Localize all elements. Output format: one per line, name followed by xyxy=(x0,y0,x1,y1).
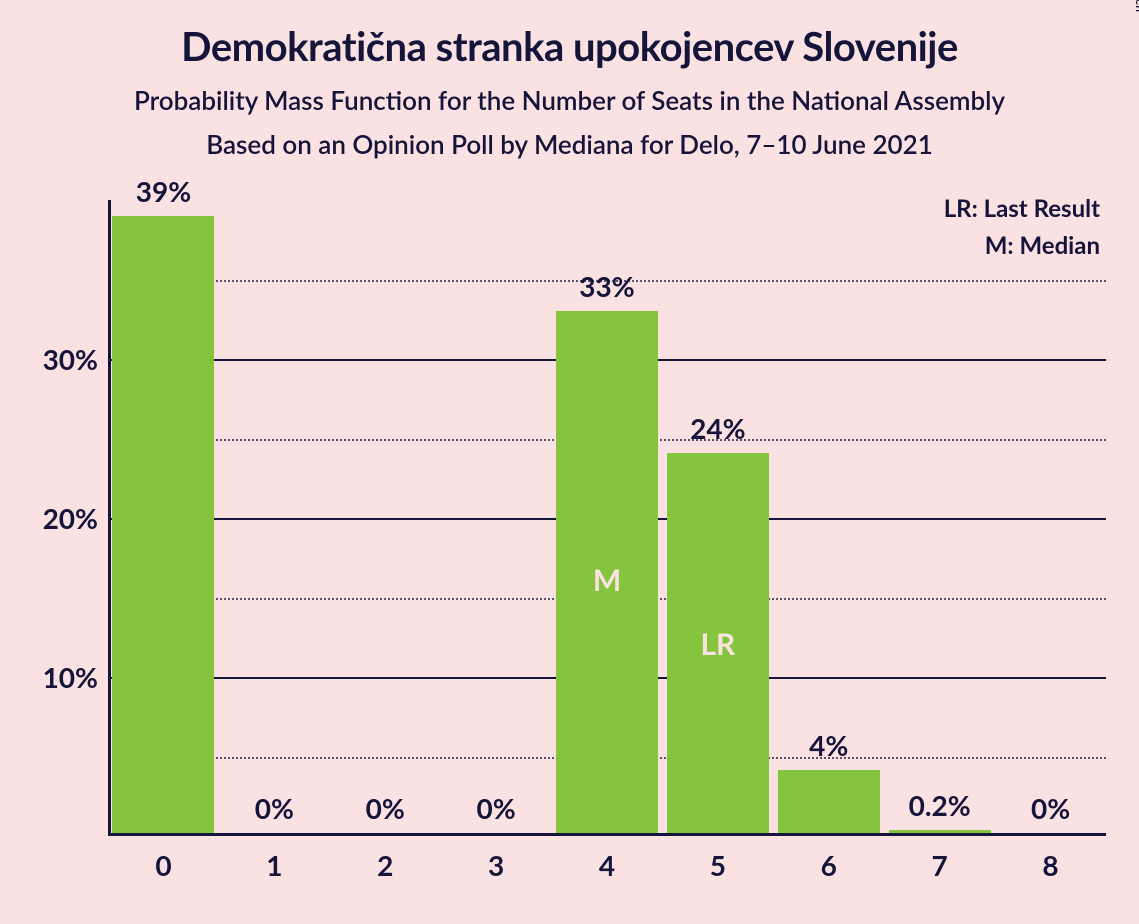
x-tick-label: 8 xyxy=(991,848,1111,882)
legend-m: M: Median xyxy=(944,231,1100,260)
y-tick-label: 10% xyxy=(32,660,98,694)
x-tick-label: 1 xyxy=(214,848,334,882)
x-tick-label: 7 xyxy=(880,848,1000,882)
bar-value-label: 0% xyxy=(436,791,556,825)
chart-title: Demokratična stranka upokojencev Sloveni… xyxy=(0,22,1139,70)
bar xyxy=(778,770,880,833)
x-tick-label: 2 xyxy=(325,848,445,882)
bar xyxy=(112,216,214,833)
bar-value-label: 0% xyxy=(325,791,445,825)
bar-mark: LR xyxy=(667,626,769,662)
bar-value-label: 24% xyxy=(658,411,778,445)
chart-subtitle-1: Probability Mass Function for the Number… xyxy=(0,84,1139,116)
bar-value-label: 0.2% xyxy=(880,788,1000,822)
y-tick-label: 30% xyxy=(32,342,98,376)
x-tick-label: 3 xyxy=(436,848,556,882)
bar-value-label: 4% xyxy=(769,728,889,762)
x-tick-label: 0 xyxy=(103,848,223,882)
bar-value-label: 39% xyxy=(103,174,223,208)
bar xyxy=(889,830,991,833)
x-tick-label: 5 xyxy=(658,848,778,882)
copyright-notice: © 2021 Filip van Laenen xyxy=(1133,0,1139,12)
x-axis xyxy=(108,833,1106,836)
bar-value-label: 0% xyxy=(214,791,334,825)
chart-subtitle-2: Based on an Opinion Poll by Mediana for … xyxy=(0,128,1139,160)
bar-value-label: 33% xyxy=(547,269,667,303)
legend: LR: Last Result M: Median xyxy=(944,194,1100,268)
x-tick-label: 4 xyxy=(547,848,667,882)
bar-value-label: 0% xyxy=(991,791,1111,825)
bars-container: 39%0%0%0%33%M24%LR4%0.2%0% xyxy=(108,200,1106,833)
y-tick-label: 20% xyxy=(32,501,98,535)
legend-lr: LR: Last Result xyxy=(944,194,1100,223)
chart-plot-area: 10%20%30% 39%0%0%0%33%M24%LR4%0.2%0% LR:… xyxy=(108,200,1106,836)
bar-mark: M xyxy=(556,562,658,598)
x-tick-label: 6 xyxy=(769,848,889,882)
